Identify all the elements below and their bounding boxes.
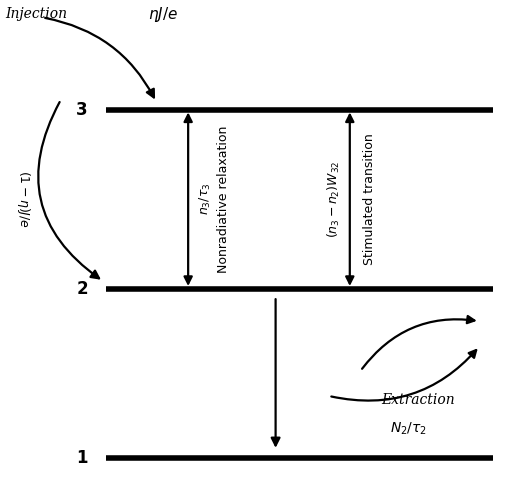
Text: Extraction: Extraction bbox=[382, 393, 455, 407]
Text: 1: 1 bbox=[76, 449, 88, 467]
Text: 3: 3 bbox=[76, 101, 88, 119]
Text: $N_2/\tau_2$: $N_2/\tau_2$ bbox=[390, 421, 427, 437]
Text: $\eta J/e$: $\eta J/e$ bbox=[148, 5, 179, 24]
Text: Injection: Injection bbox=[5, 7, 67, 21]
Text: $(1-\eta)J/e$: $(1-\eta)J/e$ bbox=[15, 170, 32, 228]
Text: $n_3/\tau_3$: $n_3/\tau_3$ bbox=[198, 183, 213, 216]
Text: Nonradiative relaxation: Nonradiative relaxation bbox=[217, 125, 231, 273]
Text: 2: 2 bbox=[76, 280, 88, 298]
Text: $(n_3-n_2)W_{32}$: $(n_3-n_2)W_{32}$ bbox=[326, 160, 342, 238]
Text: Stimulated transition: Stimulated transition bbox=[363, 133, 376, 265]
